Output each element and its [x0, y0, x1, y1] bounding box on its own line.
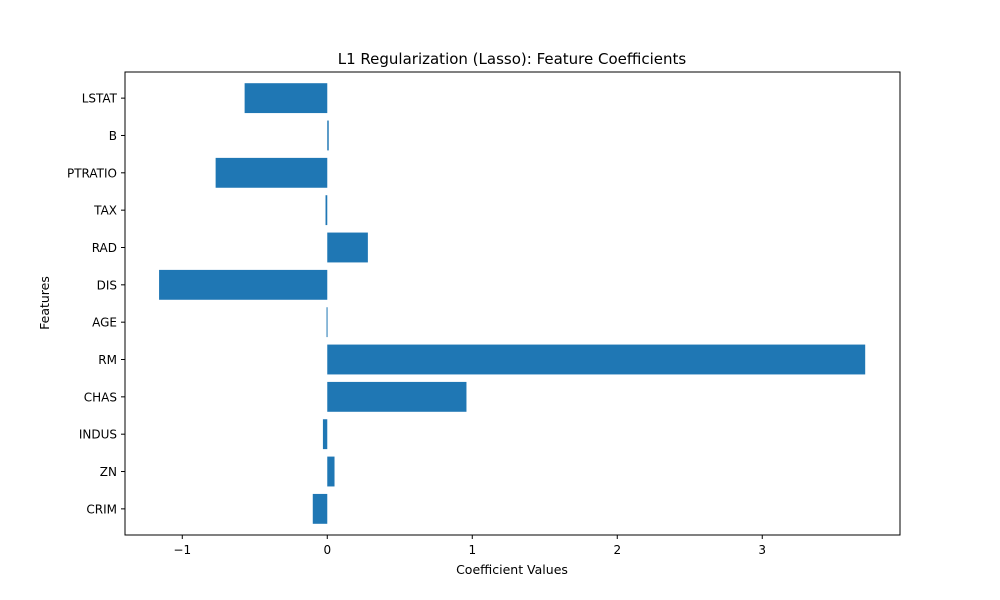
bar-dis	[159, 269, 328, 300]
y-tick-label-zn: ZN	[100, 465, 117, 479]
bar-crim	[312, 493, 328, 524]
bar-zn	[327, 456, 335, 487]
chart-title: L1 Regularization (Lasso): Feature Coeff…	[338, 50, 687, 68]
x-tick-label: 1	[468, 543, 476, 557]
y-tick-label-chas: CHAS	[84, 390, 117, 404]
x-axis-ticks: −1 0 1 2 3	[173, 535, 766, 557]
bar-rad	[327, 232, 368, 263]
bar-ptratio	[215, 157, 328, 188]
y-tick-label-lstat: LSTAT	[82, 92, 118, 106]
y-tick-label-age: AGE	[92, 316, 117, 330]
y-tick-label-rm: RM	[98, 353, 117, 367]
x-tick-label: 3	[758, 543, 766, 557]
y-tick-label-crim: CRIM	[86, 502, 117, 516]
x-tick-label: −1	[173, 543, 191, 557]
bar-lstat	[244, 83, 328, 114]
x-tick-label: 0	[323, 543, 331, 557]
bar-chas	[327, 381, 467, 412]
y-tick-label-ptratio: PTRATIO	[67, 166, 117, 180]
bars-group	[159, 83, 866, 524]
y-tick-label-indus: INDUS	[79, 428, 117, 442]
y-axis-ticks: CRIM ZN INDUS CHAS RM AGE DIS RAD TAX PTRATIO B LST…	[67, 92, 125, 516]
bar-indus	[322, 419, 328, 450]
x-axis-label: Coefficient Values	[456, 562, 568, 577]
plot-area-frame	[124, 71, 901, 536]
bar-b	[327, 120, 329, 151]
bar-rm	[327, 344, 866, 375]
y-axis-label: Features	[37, 276, 52, 330]
y-tick-label-b: B	[109, 129, 117, 143]
x-tick-label: 2	[613, 543, 621, 557]
bar-age	[326, 307, 328, 338]
y-tick-label-dis: DIS	[97, 278, 117, 292]
y-tick-label-tax: TAX	[93, 204, 117, 218]
y-tick-label-rad: RAD	[92, 241, 117, 255]
bar-tax	[325, 195, 328, 226]
